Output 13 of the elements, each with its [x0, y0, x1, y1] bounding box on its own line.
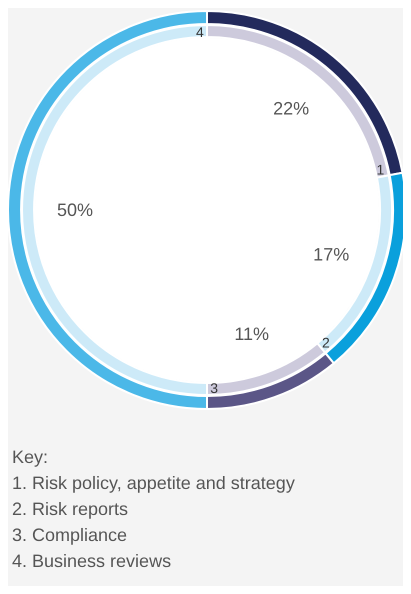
slice-label: 1	[376, 162, 384, 178]
slice-label: 4	[196, 24, 204, 40]
data-label: 17%	[313, 244, 350, 265]
data-label: 22%	[273, 98, 310, 118]
data-label: 11%	[234, 324, 270, 344]
text: 1. Risk policy, appetite and strategy	[12, 473, 295, 493]
text: 3. Compliance	[12, 525, 128, 545]
slice-label: 3	[210, 380, 218, 396]
text: Key:	[12, 447, 48, 467]
text: 4. Business reviews	[12, 551, 172, 571]
data-label: 50%	[56, 200, 94, 220]
text: 2. Risk reports	[12, 499, 128, 519]
slice-label: 2	[322, 334, 330, 351]
